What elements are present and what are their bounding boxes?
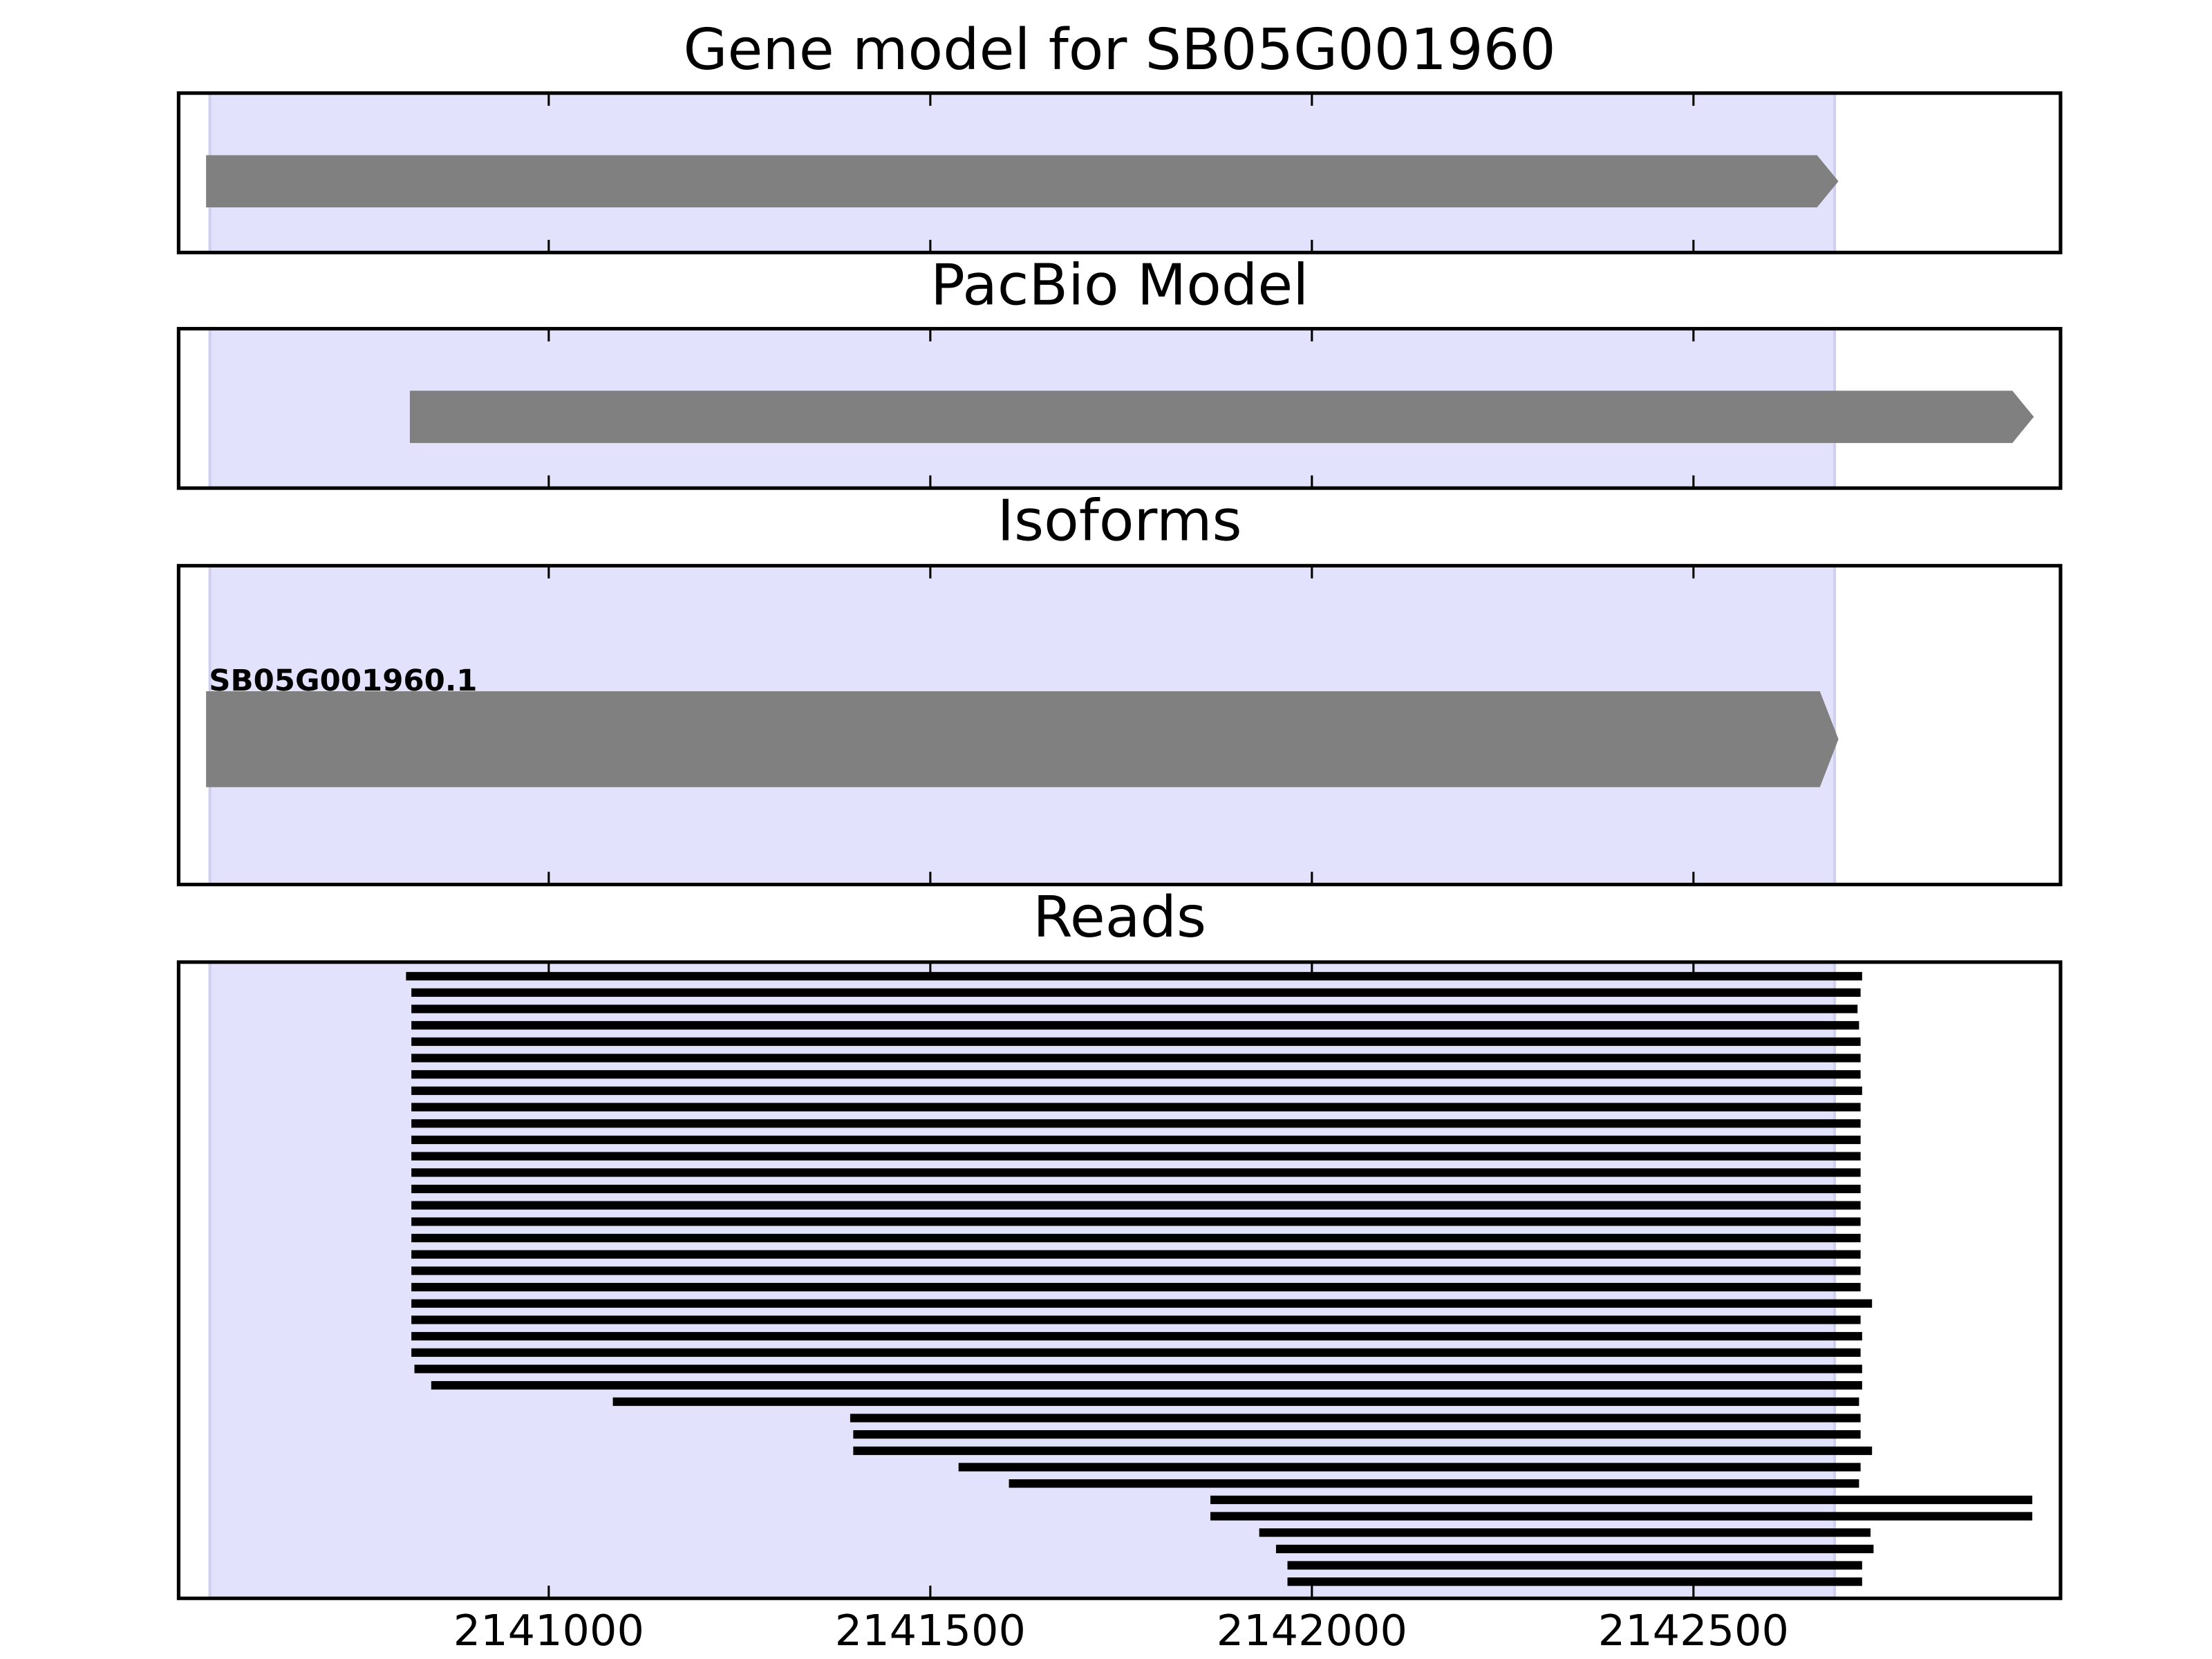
read	[1210, 1512, 2033, 1521]
panel-frame	[176, 960, 2063, 1600]
read	[411, 1184, 1861, 1194]
isoform-label: SB05G001960.1	[209, 664, 477, 698]
read	[850, 1414, 1861, 1423]
read	[1287, 1561, 1862, 1570]
read	[411, 1119, 1861, 1128]
read	[411, 1250, 1861, 1259]
read	[406, 972, 1862, 981]
x-tick-label: 2142500	[1598, 1606, 1789, 1656]
read	[411, 1086, 1862, 1096]
read	[853, 1446, 1873, 1455]
read	[411, 1168, 1861, 1177]
panel-title: PacBio Model	[930, 253, 1309, 318]
read	[411, 1021, 1859, 1030]
read	[1275, 1544, 1874, 1553]
read	[411, 988, 1861, 997]
read	[1210, 1495, 2033, 1504]
read	[411, 1266, 1861, 1275]
read	[411, 1299, 1873, 1308]
read	[1259, 1528, 1871, 1537]
read	[411, 1233, 1861, 1243]
panel-title: Gene model for SB05G001960	[683, 17, 1555, 82]
read	[411, 1348, 1861, 1357]
read	[411, 1053, 1861, 1062]
panel-title: Reads	[1033, 885, 1206, 950]
read	[411, 1282, 1861, 1292]
read	[411, 1331, 1862, 1341]
x-tick-label: 2141500	[835, 1606, 1026, 1656]
read	[411, 1135, 1861, 1145]
read	[411, 1103, 1861, 1112]
read	[411, 1217, 1861, 1226]
panel-frame	[176, 91, 2063, 254]
read	[411, 1315, 1861, 1324]
read	[612, 1397, 1859, 1406]
gene-feature	[206, 691, 1839, 787]
gene-feature	[206, 155, 1839, 207]
gene-feature	[409, 391, 2034, 443]
read	[411, 1037, 1861, 1047]
panel-frame	[176, 326, 2063, 490]
read	[411, 1201, 1861, 1210]
read	[431, 1380, 1862, 1390]
read	[411, 1070, 1861, 1079]
x-tick-label: 2142000	[1217, 1606, 1407, 1656]
read	[1287, 1577, 1862, 1586]
read	[853, 1430, 1861, 1439]
read	[411, 1152, 1861, 1161]
read	[1009, 1479, 1859, 1488]
read	[411, 1004, 1858, 1013]
panel-title: Isoforms	[997, 489, 1242, 554]
read	[414, 1365, 1862, 1374]
read	[958, 1463, 1861, 1472]
x-tick-label: 2141000	[453, 1606, 644, 1656]
panel-frame	[176, 563, 2063, 887]
